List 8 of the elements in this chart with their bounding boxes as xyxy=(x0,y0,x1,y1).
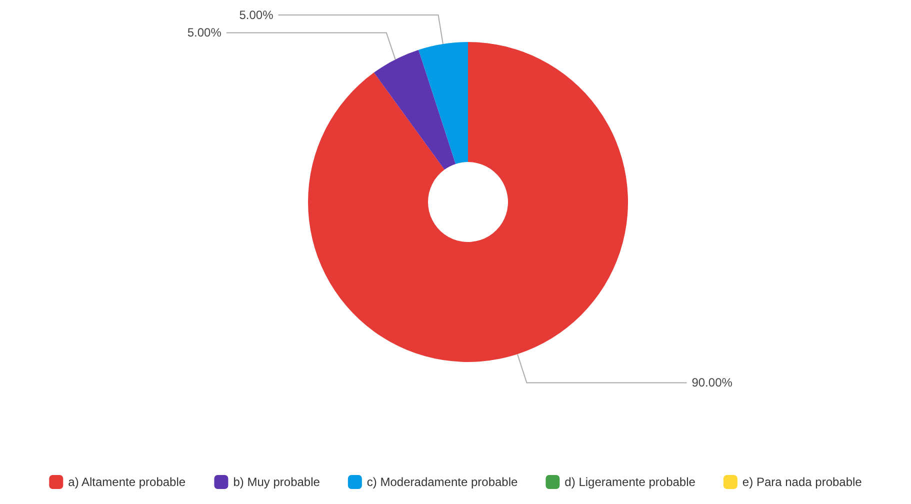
data-label: 5.00% xyxy=(239,8,274,22)
legend-label: c) Moderadamente probable xyxy=(366,475,518,489)
legend-label: e) Para nada probable xyxy=(742,475,862,489)
legend-label: d) Ligeramente probable xyxy=(564,475,696,489)
data-label: 5.00% xyxy=(187,26,222,40)
legend-label: b) Muy probable xyxy=(233,475,320,489)
data-label: 90.00% xyxy=(692,376,733,390)
legend-label: a) Altamente probable xyxy=(68,475,186,489)
